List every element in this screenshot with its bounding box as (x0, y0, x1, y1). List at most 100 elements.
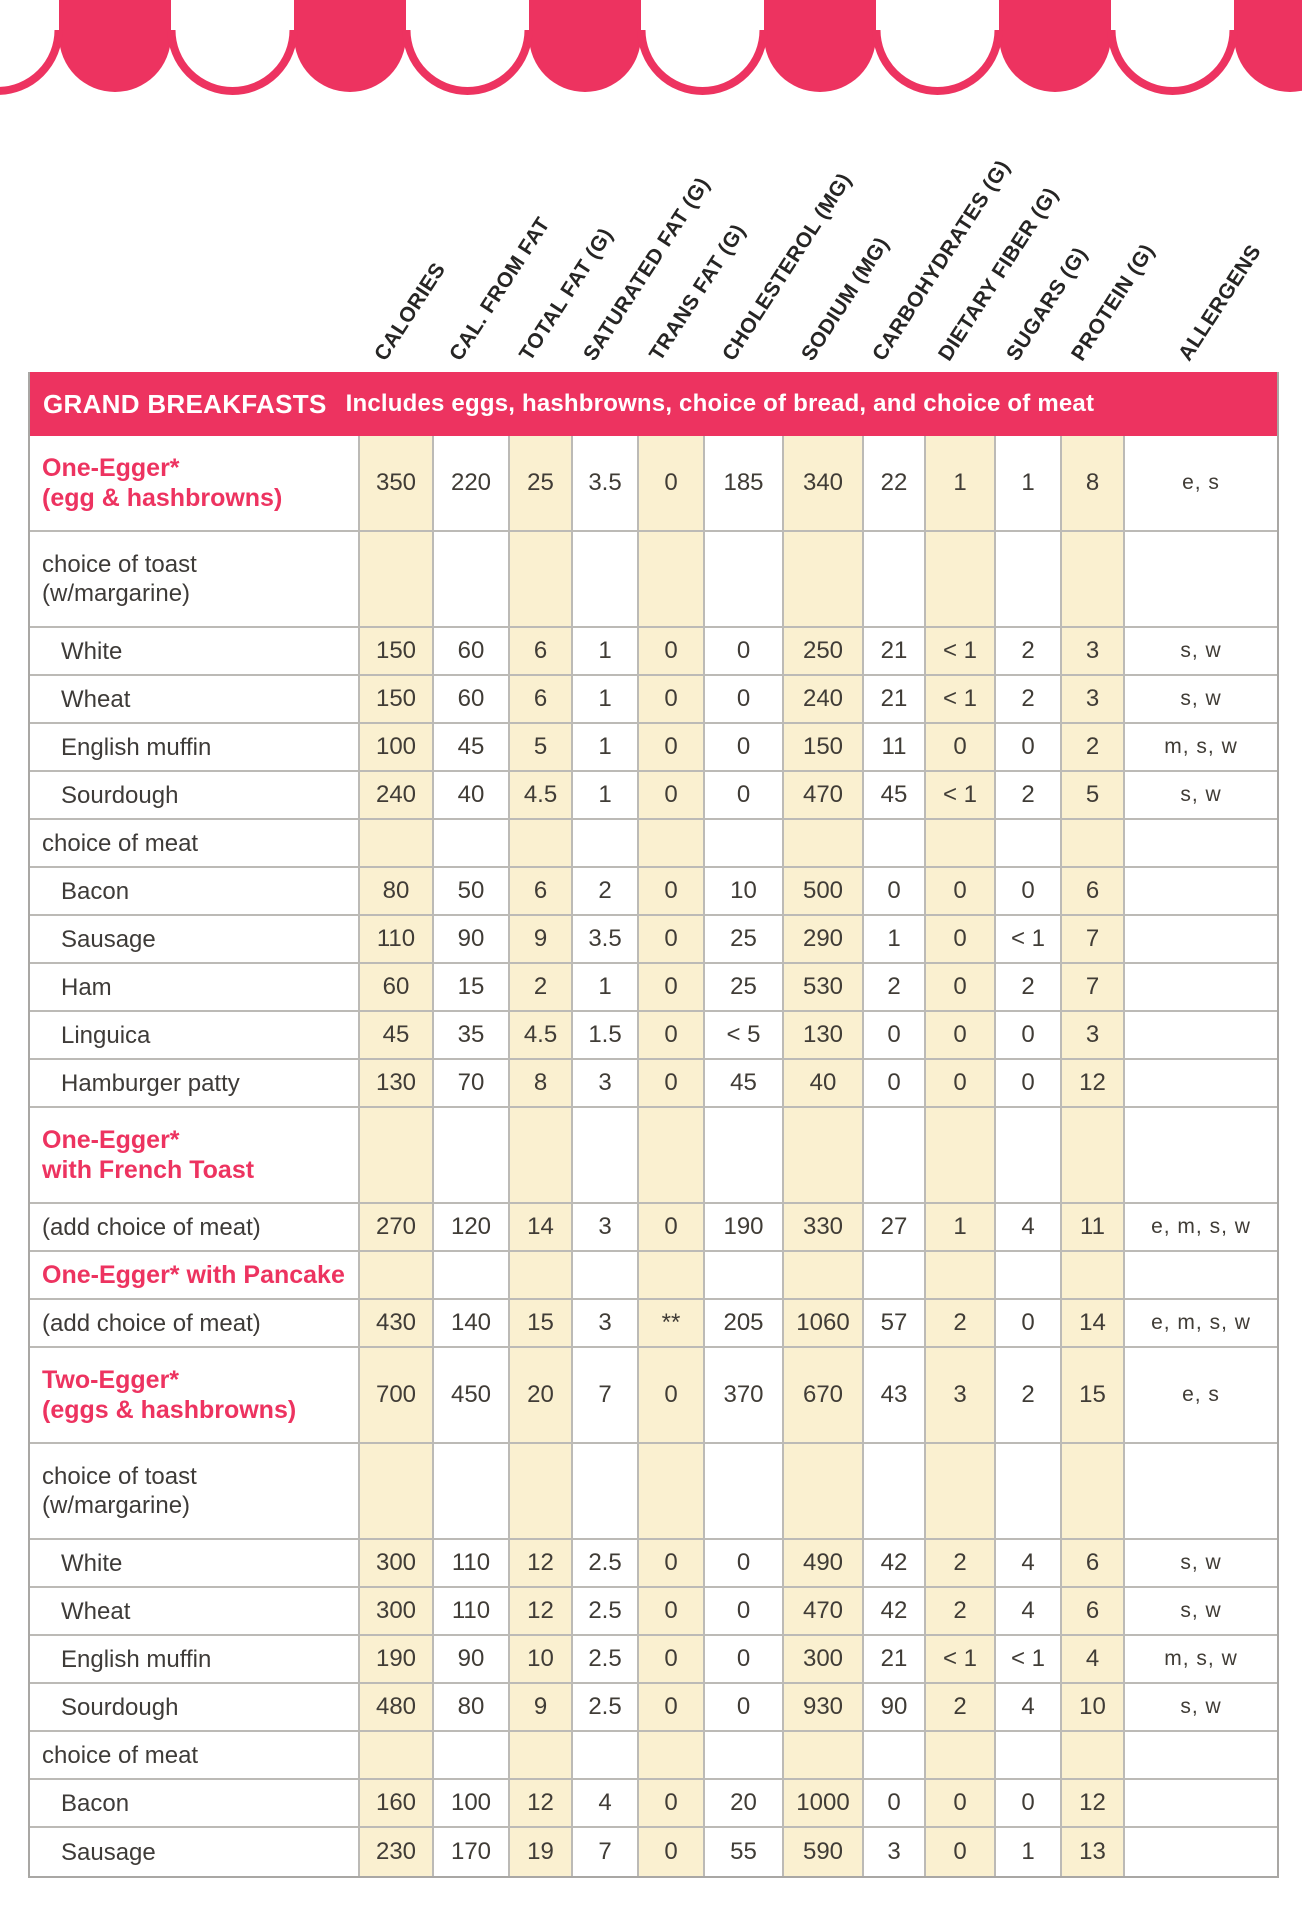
cell-sugars_g (996, 532, 1062, 626)
cell-trans_fat_g: 0 (639, 1540, 705, 1586)
cell-sodium_mg: 130 (784, 1012, 864, 1058)
cell-sugars_g: 2 (996, 772, 1062, 818)
cell-calories: 430 (360, 1300, 434, 1346)
cell-carbohydrates_g: 42 (864, 1540, 926, 1586)
cell-trans_fat_g: 0 (639, 724, 705, 770)
cell-saturated_fat_g: 1 (573, 964, 639, 1010)
cell-sodium_mg: 470 (784, 772, 864, 818)
row-label: English muffin (30, 1636, 360, 1682)
row-label: Ham (30, 964, 360, 1010)
cell-allergens (1125, 820, 1277, 866)
cell-total_fat_g: 5 (510, 724, 573, 770)
cell-sugars_g: 0 (996, 868, 1062, 914)
cell-protein_g (1062, 1444, 1125, 1538)
cell-calories: 80 (360, 868, 434, 914)
row-label: choice of toast (w/margarine) (30, 532, 360, 626)
cell-sugars_g (996, 1444, 1062, 1538)
cell-sugars_g (996, 1252, 1062, 1298)
table-row: One-Egger* (egg & hashbrowns) 350 220 25 3.5 0… (30, 436, 1277, 532)
cell-saturated_fat_g: 2.5 (573, 1684, 639, 1730)
cell-calories: 110 (360, 916, 434, 962)
cell-cholesterol_mg: 45 (705, 1060, 784, 1106)
cell-sodium_mg: 490 (784, 1540, 864, 1586)
cell-sodium_mg: 470 (784, 1588, 864, 1634)
cell-protein_g (1062, 1108, 1125, 1202)
cell-cholesterol_mg: 0 (705, 1636, 784, 1682)
table-row: choice of meat (30, 1732, 1277, 1780)
cell-calories: 100 (360, 724, 434, 770)
cell-carbohydrates_g: 21 (864, 1636, 926, 1682)
cell-sodium_mg: 330 (784, 1204, 864, 1250)
table-row: Sourdough 480 80 9 2.5 0 0 930 90 2 4 10 s, w (30, 1684, 1277, 1732)
cell-protein_g: 6 (1062, 1540, 1125, 1586)
row-label: White (30, 1540, 360, 1586)
column-header-allergens: ALLERGENS (1174, 240, 1266, 365)
cell-sugars_g: 1 (996, 1828, 1062, 1876)
cell-allergens: e, m, s, w (1151, 1311, 1251, 1334)
cell-trans_fat_g (639, 1108, 705, 1202)
cell-trans_fat_g: 0 (639, 1780, 705, 1826)
cell-allergens: s, w (1180, 1695, 1222, 1718)
cell-calories (360, 1252, 434, 1298)
cell-cholesterol_mg: 10 (705, 868, 784, 914)
cell-sodium_mg (784, 1108, 864, 1202)
cell-carbohydrates_g: 43 (864, 1348, 926, 1442)
cell-cholesterol_mg: 185 (705, 436, 784, 530)
cell-cal_from_fat: 140 (434, 1300, 510, 1346)
cell-dietary_fiber_g: 1 (926, 436, 996, 530)
cell-sugars_g: 0 (996, 1060, 1062, 1106)
cell-total_fat_g: 4.5 (510, 1012, 573, 1058)
table-row: Two-Egger* (eggs & hashbrowns) 700 450 20 7 0 3… (30, 1348, 1277, 1444)
cell-calories (360, 1732, 434, 1778)
table-row: (add choice of meat) 430 140 15 3 ** 205 1060 57… (30, 1300, 1277, 1348)
row-label: One-Egger* with Pancake (30, 1252, 360, 1298)
cell-allergens (1125, 1252, 1277, 1298)
cell-sodium_mg: 930 (784, 1684, 864, 1730)
table-row: Hamburger patty 130 70 8 3 0 45 40 0 0 0 12 (30, 1060, 1277, 1108)
cell-carbohydrates_g (864, 1108, 926, 1202)
cell-trans_fat_g (639, 1444, 705, 1538)
cell-sodium_mg (784, 1732, 864, 1778)
cell-dietary_fiber_g: 0 (926, 1780, 996, 1826)
cell-trans_fat_g (639, 1732, 705, 1778)
cell-cholesterol_mg (705, 1732, 784, 1778)
cell-carbohydrates_g: 0 (864, 1012, 926, 1058)
cell-protein_g: 2 (1062, 724, 1125, 770)
cell-calories: 270 (360, 1204, 434, 1250)
cell-cal_from_fat: 90 (434, 1636, 510, 1682)
cell-protein_g: 12 (1062, 1060, 1125, 1106)
cell-protein_g: 5 (1062, 772, 1125, 818)
table-row: choice of toast (w/margarine) (30, 1444, 1277, 1540)
cell-cholesterol_mg: 0 (705, 628, 784, 674)
cell-cal_from_fat: 60 (434, 676, 510, 722)
cell-cal_from_fat: 100 (434, 1780, 510, 1826)
row-label: choice of meat (30, 1732, 360, 1778)
cell-sugars_g: 2 (996, 628, 1062, 674)
cell-sugars_g: 4 (996, 1588, 1062, 1634)
cell-trans_fat_g: 0 (639, 436, 705, 530)
cell-dietary_fiber_g: 0 (926, 1012, 996, 1058)
cell-sodium_mg: 250 (784, 628, 864, 674)
table-row: Wheat 150 60 6 1 0 0 240 21 < 1 2 3 s, w (30, 676, 1277, 724)
cell-trans_fat_g: 0 (639, 1012, 705, 1058)
row-label: Bacon (30, 1780, 360, 1826)
cell-allergens: e, m, s, w (1151, 1215, 1251, 1238)
cell-allergens: m, s, w (1164, 735, 1238, 758)
cell-sodium_mg: 340 (784, 436, 864, 530)
cell-total_fat_g (510, 1444, 573, 1538)
cell-total_fat_g: 6 (510, 676, 573, 722)
cell-cholesterol_mg: 25 (705, 964, 784, 1010)
cell-calories: 300 (360, 1540, 434, 1586)
row-label: Two-Egger* (eggs & hashbrowns) (30, 1348, 360, 1442)
cell-sodium_mg: 670 (784, 1348, 864, 1442)
cell-cal_from_fat: 170 (434, 1828, 510, 1876)
cell-saturated_fat_g: 2.5 (573, 1588, 639, 1634)
row-label: Sausage (30, 1828, 360, 1876)
cell-dietary_fiber_g: 0 (926, 1060, 996, 1106)
cell-protein_g: 11 (1062, 1204, 1125, 1250)
cell-total_fat_g: 6 (510, 628, 573, 674)
cell-sugars_g: 0 (996, 1300, 1062, 1346)
cell-saturated_fat_g (573, 1732, 639, 1778)
cell-saturated_fat_g: 3.5 (573, 916, 639, 962)
